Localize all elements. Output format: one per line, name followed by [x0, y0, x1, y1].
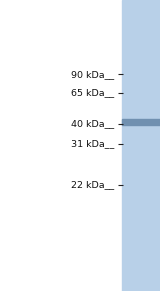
Text: 22 kDa__: 22 kDa__	[71, 180, 114, 189]
Text: 31 kDa__: 31 kDa__	[71, 140, 114, 148]
Text: 40 kDa__: 40 kDa__	[71, 119, 114, 128]
Text: 90 kDa__: 90 kDa__	[71, 70, 114, 79]
Bar	[122, 119, 160, 125]
Bar	[122, 0, 160, 291]
Text: 65 kDa__: 65 kDa__	[71, 88, 114, 97]
